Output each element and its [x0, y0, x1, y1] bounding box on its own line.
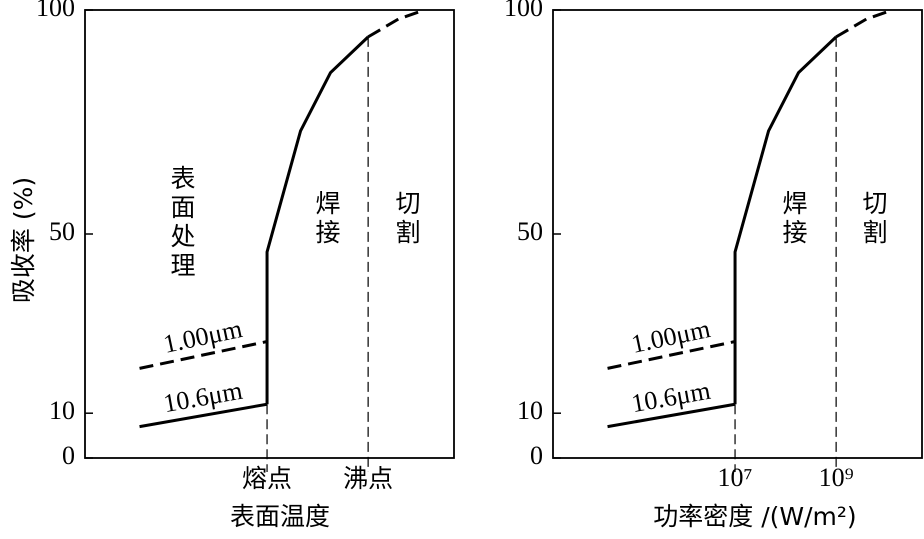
y-tick-label: 0	[62, 441, 75, 470]
region-label: 焊接	[312, 190, 341, 248]
series-line	[265, 35, 370, 405]
series-label: 1.00μm	[161, 314, 245, 359]
region-label: 焊接	[779, 190, 808, 248]
y-tick-label: 50	[517, 217, 543, 246]
series-line	[607, 402, 736, 429]
y-tick-label: 0	[530, 441, 543, 470]
series-line	[139, 340, 268, 370]
series-line	[139, 402, 268, 429]
series-label: 1.00μm	[629, 314, 713, 359]
x-tick-label: 10⁹	[819, 463, 854, 492]
series-line	[733, 35, 838, 405]
y-tick-label: 50	[49, 217, 75, 246]
x-axis-label: 功率密度 /(W/m²)	[653, 502, 856, 531]
y-tick-label: 100	[504, 0, 543, 22]
series-line	[835, 8, 893, 39]
region-label: 表面处理	[167, 165, 196, 281]
y-tick-label: 10	[517, 396, 543, 425]
region-label: 切割	[859, 190, 888, 248]
y-tick-label: 100	[36, 0, 75, 22]
series-line	[367, 8, 425, 39]
x-tick-label: 10⁷	[718, 463, 753, 492]
series-line	[607, 340, 736, 370]
x-tick-label: 熔点	[242, 464, 292, 493]
x-axis-label: 表面温度	[230, 502, 330, 531]
region-label: 切割	[392, 190, 421, 248]
x-tick-label: 沸点	[343, 464, 393, 493]
y-axis-label: 吸收率 (%)	[9, 177, 38, 303]
y-tick-label: 10	[49, 396, 75, 425]
